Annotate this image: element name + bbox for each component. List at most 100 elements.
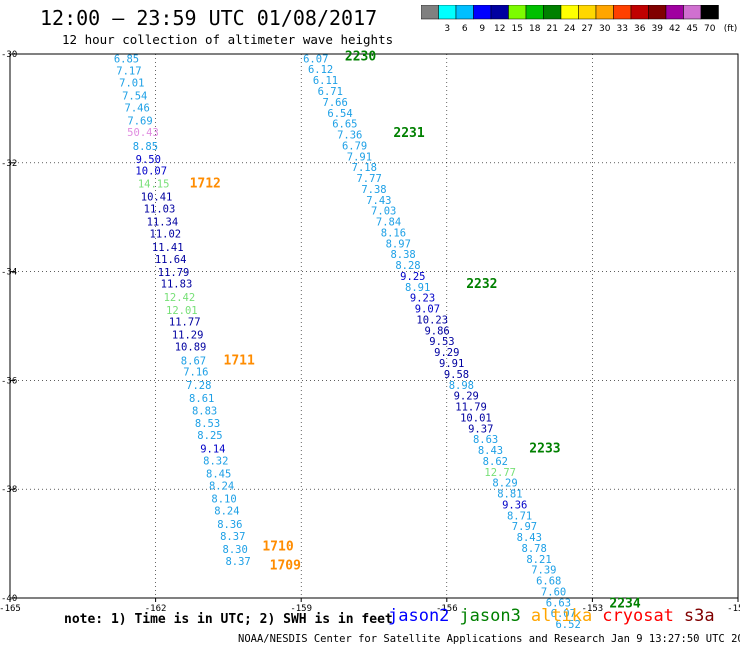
wave-height-east: 9.25	[400, 271, 425, 283]
wave-height-east: 9.86	[424, 325, 449, 337]
legend-jason3: jason3	[459, 606, 521, 626]
page-title: 12:00 — 23:59 UTC 01/08/2017	[40, 6, 378, 30]
wave-height-east: 6.11	[313, 75, 338, 87]
pass-time-label: 2231	[393, 126, 424, 141]
wave-height-east: 8.16	[381, 227, 406, 239]
wave-height-west: 12.42	[164, 292, 196, 304]
wave-height-east: 6.54	[327, 108, 352, 120]
wave-height-west: 8.37	[225, 556, 250, 568]
wave-height-west: 11.83	[161, 279, 193, 291]
color-scale-label: 9	[479, 24, 485, 34]
wave-height-east: 6.68	[536, 576, 561, 588]
wave-height-west: 8.53	[195, 418, 220, 430]
wave-height-west: 8.85	[133, 141, 158, 153]
color-scale-label: 42	[669, 24, 680, 34]
color-scale-label: 6	[462, 24, 468, 34]
wave-height-east: 6.52	[555, 619, 580, 631]
wave-height-east: 9.91	[439, 358, 464, 370]
wave-height-east: 7.03	[371, 206, 396, 218]
color-scale-label: 3	[444, 24, 450, 34]
wave-height-east: 8.43	[517, 532, 542, 544]
wave-height-west: 11.02	[150, 229, 182, 241]
latitude-tick-label: -34	[1, 268, 17, 278]
wave-height-east: 8.43	[478, 445, 503, 457]
color-scale-label: 27	[582, 24, 593, 34]
longitude-tick-label: -150	[727, 604, 740, 614]
color-scale-label: 15	[512, 24, 523, 34]
wave-height-east: 9.37	[468, 423, 493, 435]
longitude-tick-label: -165	[0, 604, 21, 614]
wave-height-west: 8.67	[181, 355, 206, 367]
map-frame	[9, 53, 739, 599]
latitude-tick-label: -40	[1, 594, 17, 604]
wave-height-east: 7.77	[356, 173, 381, 185]
wave-height-west: 11.34	[147, 217, 179, 229]
wave-height-west: 11.64	[155, 254, 187, 266]
wave-height-west: 7.46	[125, 102, 150, 114]
wave-height-east: 6.12	[308, 64, 333, 76]
wave-height-west: 9.14	[200, 443, 225, 455]
wave-height-east: 8.38	[390, 249, 415, 261]
wave-height-west: 14.15	[138, 178, 170, 190]
wave-height-east: 9.58	[444, 369, 469, 381]
wave-height-east: 8.71	[507, 510, 532, 522]
wave-height-east: 12.77	[484, 467, 516, 479]
longitude-tick-label: -153	[582, 604, 604, 614]
wave-height-west: 8.24	[214, 505, 239, 517]
wave-height-east: 8.62	[483, 456, 508, 468]
pass-time-label: 2233	[529, 441, 560, 456]
wave-height-east: 6.79	[342, 140, 367, 152]
wave-height-east: 8.91	[405, 282, 430, 294]
longitude-tick-label: -159	[290, 604, 312, 614]
wave-height-east: 6.07	[303, 53, 328, 65]
wave-height-east: 9.36	[502, 499, 527, 511]
wave-height-east: 9.53	[429, 336, 454, 348]
color-scale-label: 24	[564, 24, 576, 34]
wave-height-east: 10.01	[460, 412, 492, 424]
wave-height-west: 10.07	[135, 165, 167, 177]
wave-height-west: 9.50	[136, 154, 161, 166]
pass-time-label: 1710	[262, 539, 293, 554]
wave-height-west: 8.37	[220, 531, 245, 543]
wave-height-east: 8.29	[492, 478, 517, 490]
wave-height-west: 11.03	[144, 203, 176, 215]
wave-height-west: 8.45	[206, 468, 231, 480]
wave-height-west: 11.79	[158, 267, 190, 279]
wave-height-west: 11.77	[169, 317, 201, 329]
longitude-tick-label: -162	[145, 604, 167, 614]
color-scale-label: 18	[529, 24, 541, 34]
wave-height-west: 7.69	[127, 115, 152, 127]
color-scale-label: 36	[634, 24, 646, 34]
latitude-tick-label: -32	[1, 159, 17, 169]
wave-height-east: 7.43	[366, 195, 391, 207]
wave-height-east: 6.65	[332, 119, 357, 131]
wave-height-west: 8.25	[197, 430, 222, 442]
color-scale-label: 12	[494, 24, 505, 34]
color-scale: 3 6 9 12 15 18 21 24 27 30 33 36 39 42 45 70 (ft)	[421, 5, 737, 34]
color-scale-label: 33	[617, 24, 628, 34]
wave-height-east: 6.63	[546, 597, 571, 609]
wave-height-west: 8.32	[203, 455, 228, 467]
wave-height-west: 7.28	[186, 380, 211, 392]
longitude-tick-label: -156	[436, 604, 458, 614]
wave-height-east: 8.81	[497, 489, 522, 501]
wave-height-west: 10.89	[175, 342, 207, 354]
wave-height-east: 8.28	[395, 260, 420, 272]
wave-height-east: 7.91	[347, 151, 372, 163]
wave-height-west: 10.41	[141, 192, 173, 204]
legend-jason2: jason2	[388, 606, 450, 626]
wave-height-west: 7.54	[122, 90, 147, 102]
color-scale-label: 70	[704, 24, 716, 34]
wave-height-west: 11.29	[172, 330, 204, 342]
pass-time-label: 2230	[345, 50, 376, 65]
pass-time-label: 1711	[224, 353, 255, 368]
wave-height-east: 7.66	[323, 97, 348, 109]
wave-height-west: 8.24	[209, 480, 234, 492]
pass-time-label: 1712	[190, 176, 221, 191]
wave-height-west: 7.16	[183, 367, 208, 379]
legend-s3a: s3a	[683, 606, 715, 626]
wave-height-east: 7.84	[376, 217, 401, 229]
wave-height-east: 7.60	[541, 586, 566, 598]
wave-height-east: 7.36	[337, 130, 362, 142]
